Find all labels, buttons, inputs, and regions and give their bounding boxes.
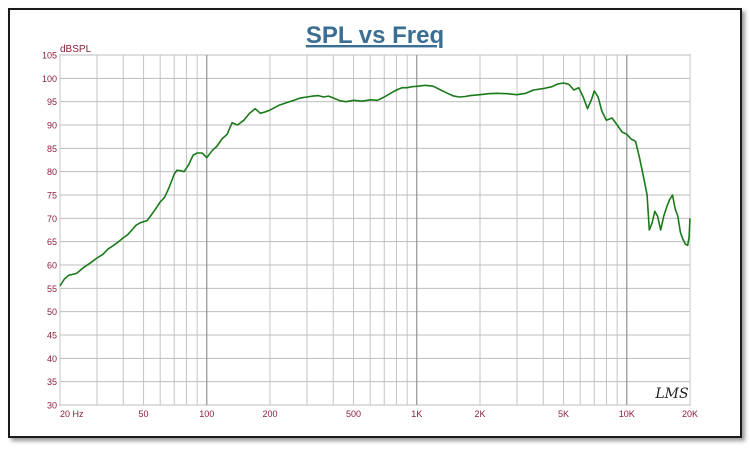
x-tick-label: 5K (558, 409, 569, 419)
y-tick-label: 30 (47, 401, 57, 411)
y-tick-label: 70 (47, 214, 57, 224)
y-tick-label: 105 (42, 51, 57, 61)
y-tick-label: 55 (47, 284, 57, 294)
x-tick-label: 50 (139, 409, 149, 419)
y-tick-label: 60 (47, 261, 57, 271)
x-tick-label: 1K (411, 409, 422, 419)
x-tick-label: 500 (346, 409, 361, 419)
y-tick-label: 75 (47, 191, 57, 201)
y-axis-label: dBSPL (60, 44, 92, 55)
x-tick-label: 200 (262, 409, 277, 419)
y-tick-label: 45 (47, 331, 57, 341)
y-tick-label: 35 (47, 377, 57, 387)
y-tick-label: 90 (47, 121, 57, 131)
y-tick-label: 100 (42, 74, 57, 84)
x-tick-label: 2K (474, 409, 485, 419)
chart-title: SPL vs Freq (306, 22, 444, 49)
y-tick-label: 40 (47, 354, 57, 364)
spl-response-line (59, 82, 691, 287)
y-tick-label: 95 (47, 97, 57, 107)
plot-area (59, 54, 691, 406)
y-tick-label: 50 (47, 307, 57, 317)
x-tick-label: 20 Hz (60, 409, 84, 419)
y-tick-label: 65 (47, 237, 57, 247)
x-tick-label: 100 (199, 409, 214, 419)
x-tick-label: 20K (682, 409, 698, 419)
lms-watermark: LMS (654, 386, 688, 402)
y-tick-label: 80 (47, 167, 57, 177)
x-tick-label: 10K (619, 409, 635, 419)
y-tick-label: 85 (47, 144, 57, 154)
